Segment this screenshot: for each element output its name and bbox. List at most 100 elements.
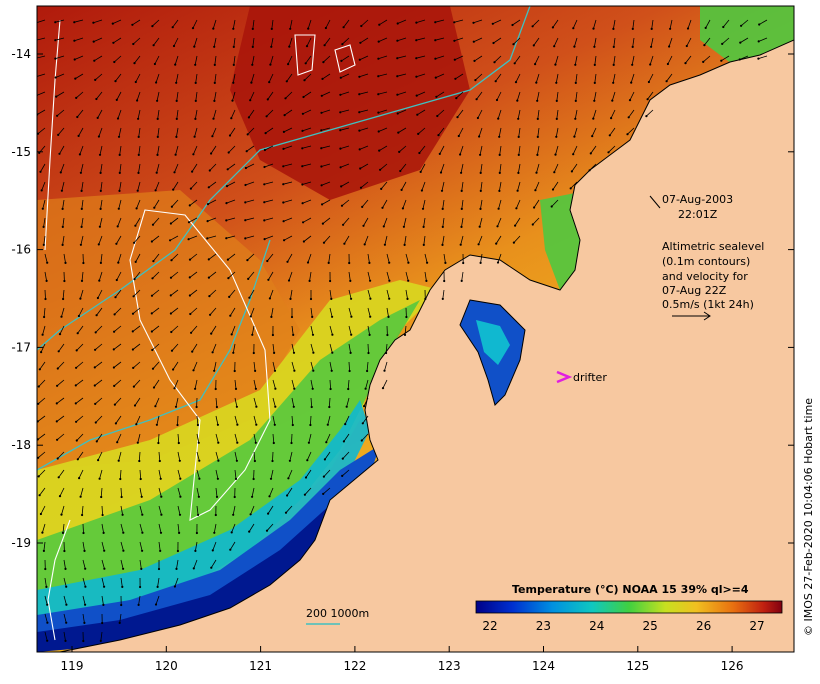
velocity-arrowhead: [381, 207, 383, 209]
velocity-arrowhead: [270, 316, 272, 318]
velocity-arrowhead: [113, 331, 115, 333]
velocity-arrowhead: [460, 172, 462, 174]
velocity-arrowhead: [198, 478, 200, 480]
velocity-arrowhead: [192, 153, 194, 155]
velocity-arrowhead: [46, 280, 48, 282]
velocity-arrowhead: [138, 136, 140, 138]
velocity-arrowhead: [77, 458, 79, 460]
velocity-arrowhead: [396, 40, 398, 42]
drifter-label: drifter: [573, 371, 607, 384]
x-tick-label: 122: [343, 659, 366, 673]
velocity-arrowhead: [175, 406, 177, 408]
velocity-arrowhead: [62, 244, 64, 246]
velocity-arrowhead: [54, 58, 56, 60]
velocity-arrowhead: [120, 604, 122, 606]
velocity-arrowhead: [212, 118, 214, 120]
isobath-label: 200 1000m: [306, 607, 369, 620]
velocity-arrowhead: [360, 187, 362, 189]
colorbar-tick-label: 22: [482, 619, 497, 633]
velocity-arrowhead: [58, 153, 60, 155]
velocity-arrowhead: [229, 134, 231, 136]
velocity-arrowhead: [54, 21, 56, 23]
velocity-arrowhead: [46, 604, 48, 606]
velocity-arrowhead: [288, 46, 290, 48]
velocity-arrowhead: [118, 136, 120, 138]
velocity-arrowhead: [377, 75, 379, 77]
velocity-arrowhead: [282, 165, 284, 167]
velocity-arrowhead: [498, 136, 500, 138]
x-tick-label: 126: [721, 659, 744, 673]
velocity-arrowhead: [153, 207, 155, 209]
velocity-arrowhead: [76, 439, 78, 441]
velocity-arrowhead: [175, 568, 177, 570]
velocity-arrowhead: [244, 184, 246, 186]
velocity-arrow: [368, 344, 369, 353]
velocity-arrowhead: [321, 203, 323, 205]
velocity-arrowhead: [56, 420, 58, 422]
velocity-arrowhead: [570, 187, 572, 189]
velocity-arrowhead: [83, 622, 85, 624]
velocity-arrowhead: [399, 170, 401, 172]
velocity-arrowhead: [379, 169, 381, 171]
velocity-arrowhead: [378, 130, 380, 132]
velocity-arrowhead: [252, 28, 254, 30]
velocity-arrowhead: [151, 312, 153, 314]
velocity-arrowhead: [339, 111, 341, 113]
velocity-arrowhead: [301, 130, 303, 132]
velocity-arrowhead: [250, 315, 252, 317]
velocity-arrowhead: [274, 370, 276, 372]
velocity-arrowhead: [64, 262, 66, 264]
velocity-arrowhead: [415, 39, 417, 41]
velocity-arrowhead: [516, 100, 518, 102]
velocity-arrowhead: [320, 112, 322, 114]
velocity-arrowhead: [232, 352, 234, 354]
velocity-arrowhead: [479, 208, 481, 210]
velocity-arrowhead: [153, 44, 155, 46]
velocity-arrowhead: [255, 442, 257, 444]
velocity-arrowhead: [339, 94, 341, 96]
velocity-arrowhead: [57, 134, 59, 136]
velocity-arrowhead: [100, 262, 102, 264]
velocity-arrowhead: [758, 23, 760, 25]
velocity-arrowhead: [479, 226, 481, 228]
velocity-arrowhead: [171, 350, 173, 352]
velocity-arrowhead: [42, 334, 44, 336]
velocity-arrowhead: [80, 244, 82, 246]
velocity-arrowhead: [263, 219, 265, 221]
velocity-arrowhead: [322, 61, 324, 63]
velocity-arrowhead: [304, 494, 306, 496]
velocity-arrowhead: [320, 129, 322, 131]
velocity-arrowhead: [705, 27, 707, 29]
velocity-arrowhead: [75, 421, 77, 423]
velocity-arrowhead: [592, 28, 594, 30]
velocity-arrowhead: [178, 442, 180, 444]
velocity-arrowhead: [343, 440, 345, 442]
velocity-arrowhead: [234, 370, 236, 372]
velocity-arrowhead: [207, 203, 209, 205]
velocity-arrowhead: [363, 405, 365, 407]
velocity-arrowhead: [138, 604, 140, 606]
velocity-arrowhead: [118, 208, 120, 210]
velocity-arrowhead: [404, 244, 406, 246]
velocity-arrowhead: [253, 478, 255, 480]
velocity-arrowhead: [198, 460, 200, 462]
velocity-arrowhead: [174, 64, 176, 66]
velocity-arrowhead: [382, 387, 384, 389]
velocity-arrowhead: [235, 388, 237, 390]
velocity-arrowhead: [136, 207, 138, 209]
velocity-arrowhead: [195, 100, 197, 102]
velocity-arrowhead: [141, 532, 143, 534]
velocity-arrowhead: [179, 496, 181, 498]
velocity-arrowhead: [133, 386, 135, 388]
velocity-arrow: [273, 452, 274, 461]
velocity-arrowhead: [94, 403, 96, 405]
velocity-arrowhead: [322, 223, 324, 225]
velocity-arrowhead: [254, 460, 256, 462]
velocity-arrowhead: [99, 478, 101, 480]
colorbar-tick-label: 26: [696, 619, 711, 633]
velocity-arrowhead: [415, 57, 417, 59]
velocity-arrowhead: [312, 334, 314, 336]
velocity-arrowhead: [154, 63, 156, 65]
velocity-arrowhead: [81, 280, 83, 282]
velocity-arrowhead: [103, 532, 105, 534]
